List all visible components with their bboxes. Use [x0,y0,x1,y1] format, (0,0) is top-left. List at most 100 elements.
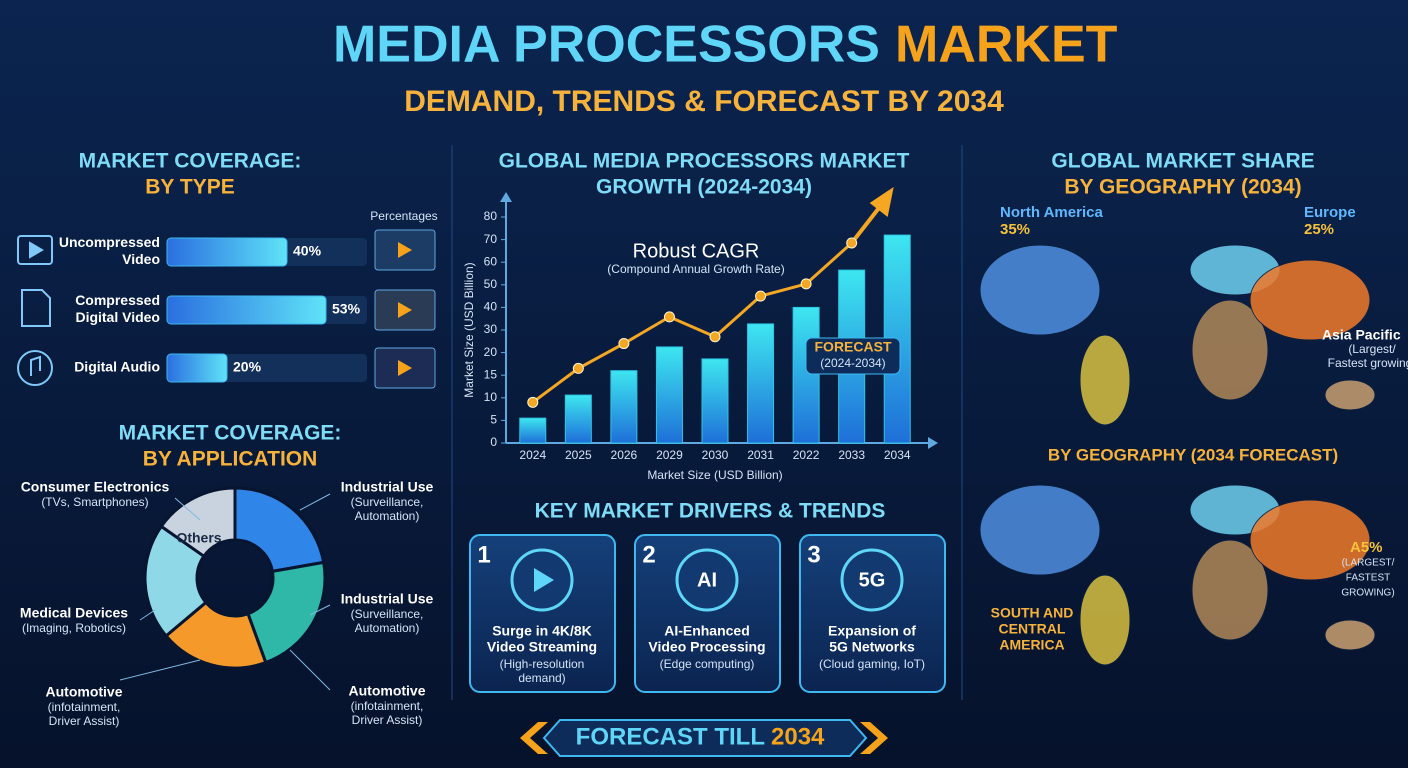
driver-heading: Video Streaming [487,639,597,655]
region-share: A5% [1350,539,1383,556]
bar [701,358,729,444]
category-label: Uncompressed [59,234,160,250]
application-label: Automotive [46,684,123,700]
driver-card [799,534,946,693]
value-label: 53% [332,301,361,317]
title-accent: MARKET [895,16,1118,74]
driver-card [634,534,781,693]
subtitle: DEMAND, TRENDS & FORECAST BY 2034 [404,85,1004,118]
y-tick-label: 30 [484,322,498,336]
trend-point [572,362,584,374]
category-label: Digital Video [75,309,160,325]
application-detail: (infotainment, [48,700,121,714]
x-tick-label: 2026 [611,448,638,462]
driver-icon [840,548,904,612]
chart-title: GLOBAL MEDIA PROCESSORS MARKET [499,150,910,173]
y-tick-label: 5 [490,413,497,427]
driver-icon [675,548,739,612]
y-tick-label: 50 [484,277,498,291]
y-axis-arrow [500,192,512,202]
x-tick-label: 2029 [656,448,683,462]
leader-line [289,649,331,691]
y-tick-label: 40 [484,300,498,314]
panel-dividers [451,145,963,700]
application-detail: (Surveillance, [351,495,424,509]
section-title: KEY MARKET DRIVERS & TRENDS [535,500,886,523]
region-share: 25% [1304,221,1334,238]
region-note: GROWING) [1341,588,1394,599]
forecast-label: (2024-2034) [820,356,885,370]
leader-line [139,609,156,621]
footer-year: 2034 [771,723,825,750]
application-detail: Driver Assist) [49,714,120,728]
category-label: Digital Audio [74,359,160,375]
application-detail: (Surveillance, [351,607,424,621]
region-note: (LARGEST/ [1342,558,1395,569]
bar [655,346,683,444]
driver-detail: (High-resolution [500,657,585,671]
driver-heading: AI-Enhanced [664,623,750,639]
forecast-label: FORECAST [815,339,892,355]
donut-segment [246,560,327,665]
bar [747,323,775,444]
donut-center-label: Others [176,530,221,546]
x-tick-label: 2025 [565,448,592,462]
application-label: Automotive [349,683,426,699]
driver-number: 3 [807,541,820,568]
donut-segment [233,486,326,574]
driver-card [469,534,616,693]
map-region [1191,299,1269,401]
y-tick-label: 70 [484,232,498,246]
footer-label: FORECAST TILL [576,723,765,750]
leader-line [174,497,201,521]
y-tick-label: 60 [484,254,498,268]
region-note: FASTEST [1346,573,1390,584]
driver-heading: Expansion of [828,623,916,639]
category-label: Video [122,251,160,267]
region-name: SOUTH AND [991,605,1074,621]
driver-detail: (Cloud gaming, IoT) [819,657,925,671]
footer-banner [520,719,888,757]
value-label: 40% [293,243,322,259]
application-detail: (TVs, Smartphones) [41,495,148,509]
region-note: (Largest/ [1348,342,1396,356]
forecast-box [805,337,901,375]
type-icons [17,235,53,386]
x-tick-label: 2024 [519,448,546,462]
driver-heading: Video Processing [648,639,765,655]
region-note: Fastest growing) [1328,356,1408,370]
y-tick-label: 0 [490,435,497,449]
trend-line [531,241,853,404]
driver-detail: demand) [518,671,565,685]
y-tick-label: 10 [484,390,498,404]
region-name: CENTRAL [999,621,1066,637]
category-label: Compressed [75,292,160,308]
application-detail: (Imaging, Robotics) [22,621,126,635]
x-axis-label: Market Size (USD Billion) [647,468,782,482]
section-title: BY TYPE [145,176,234,199]
leader-line [309,604,331,616]
map-region [979,484,1101,576]
y-tick-label: 15 [484,367,498,381]
x-tick-label: 2034 [884,448,911,462]
map-region [979,244,1101,336]
section-title: BY GEOGRAPHY (2034) [1064,176,1301,199]
chart-title: GROWTH (2024-2034) [596,176,812,199]
trend-arrow [850,205,882,245]
driver-number: 1 [477,541,490,568]
y-axis-label: Market Size (USD Billion) [462,262,476,397]
driver-icon-text: AI [697,569,717,591]
map-region [1249,259,1371,341]
trend-point [527,396,539,408]
map-region [1079,574,1131,666]
application-label: Industrial Use [341,591,434,607]
region-name: Asia Pacific [1322,327,1401,343]
bar [564,394,592,444]
map-region [1191,539,1269,641]
trend-point [755,290,767,302]
type-thumbnails [374,229,436,389]
section-title: MARKET COVERAGE: [79,150,302,173]
leader-line [119,659,201,681]
map-region [1079,334,1131,426]
trend-arrowhead [869,186,894,217]
